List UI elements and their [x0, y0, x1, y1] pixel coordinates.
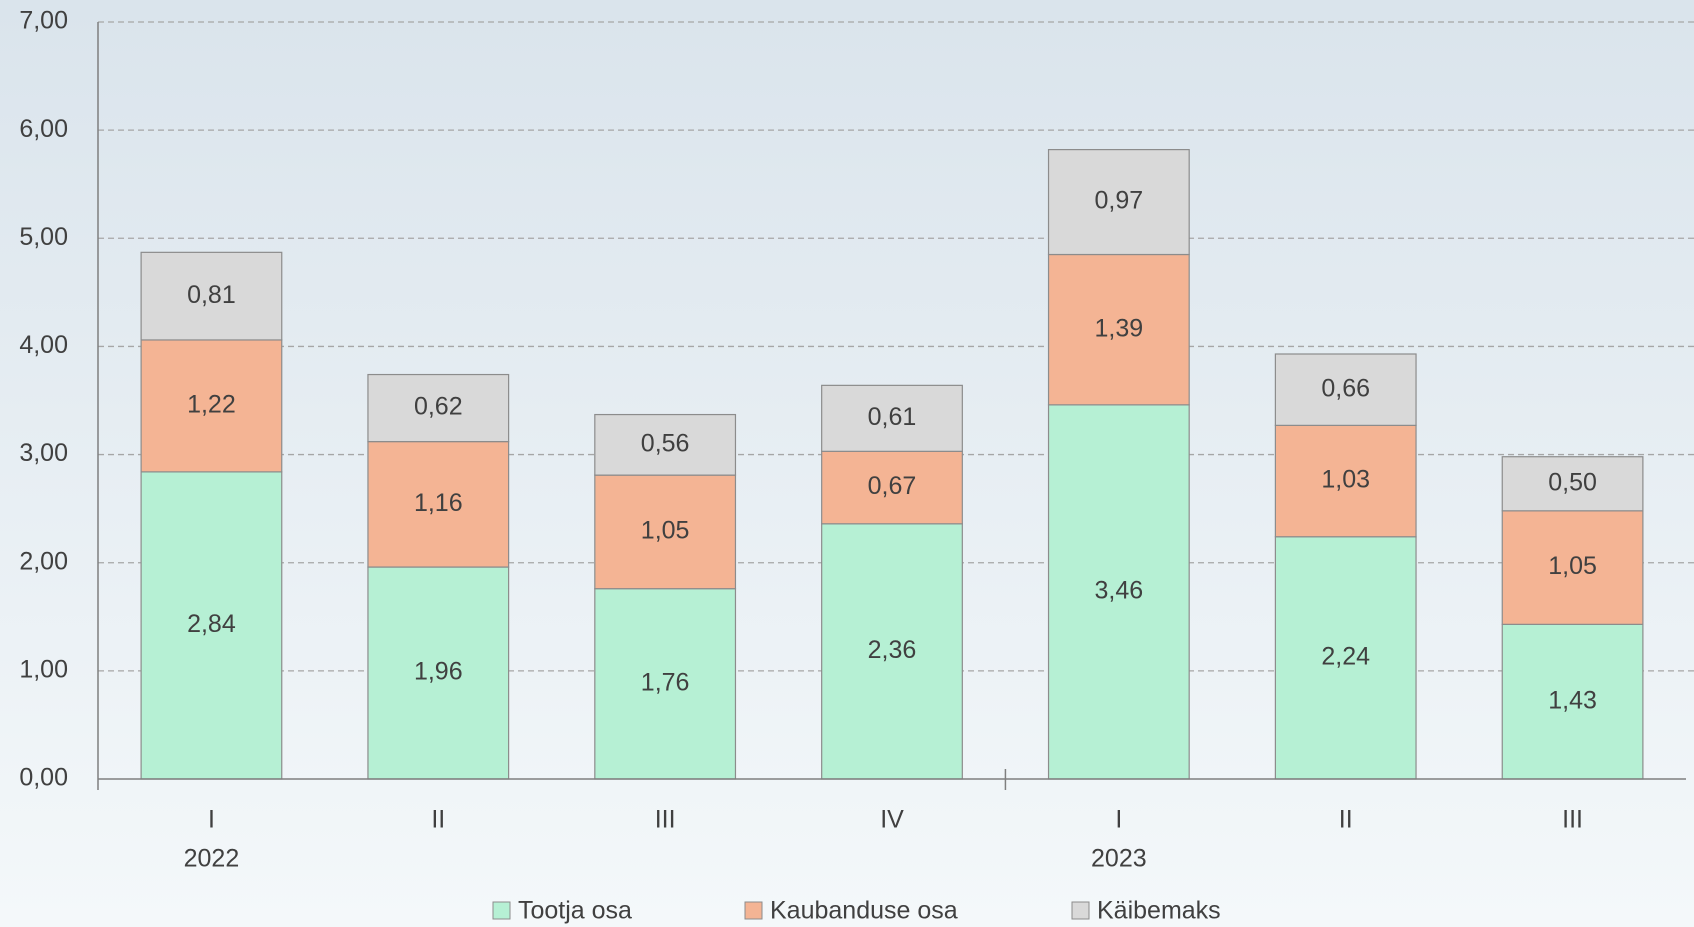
bar-segment: [1501, 456, 1644, 512]
bar-segment: [140, 251, 283, 341]
data-label: 1,96: [414, 658, 463, 686]
bar-segment: [367, 373, 510, 443]
legend-swatch: [492, 901, 511, 920]
data-label: 0,81: [187, 281, 236, 309]
data-label: 0,67: [868, 472, 917, 500]
bar-segment: [1047, 149, 1190, 256]
y-tick-label: 0,00: [19, 764, 68, 792]
data-label: 0,56: [641, 429, 690, 457]
x-tick-label: II: [431, 806, 445, 834]
x-tick-label: II: [1339, 806, 1353, 834]
data-label: 0,97: [1095, 187, 1144, 215]
bar-segment: [594, 474, 737, 590]
bar-segment: [1047, 253, 1190, 406]
bar-segment: [1047, 404, 1190, 780]
data-label: 1,05: [641, 517, 690, 545]
data-label: 1,76: [641, 668, 690, 696]
bar-segment: [140, 339, 283, 473]
bar-segment: [367, 440, 510, 568]
data-label: 0,62: [414, 393, 463, 421]
data-label: 3,46: [1095, 577, 1144, 605]
x-tick-label: IV: [880, 806, 904, 834]
x-tick-label: I: [208, 806, 215, 834]
legend-swatch: [744, 901, 763, 920]
legend-label: Kaubanduse osa: [770, 897, 958, 925]
data-label: 1,22: [187, 391, 236, 419]
x-tick-label: III: [655, 806, 676, 834]
data-label: 2,36: [868, 636, 917, 664]
bar-segment: [821, 384, 963, 452]
bar-segment: [1274, 424, 1417, 538]
data-label: 2,24: [1321, 642, 1370, 670]
y-tick-label: 5,00: [19, 223, 68, 251]
bar-segment: [1274, 536, 1417, 780]
data-label: 0,66: [1321, 374, 1370, 402]
data-label: 0,50: [1548, 468, 1597, 496]
data-label: 1,05: [1548, 552, 1597, 580]
data-label: 1,43: [1548, 686, 1597, 714]
y-tick-label: 4,00: [19, 331, 68, 359]
bar-segment: [821, 450, 963, 525]
y-tick-label: 7,00: [19, 7, 68, 35]
x-tick-label: III: [1562, 806, 1583, 834]
y-tick-label: 3,00: [19, 439, 68, 467]
data-label: 1,03: [1321, 466, 1370, 494]
year-label: 2022: [184, 845, 240, 873]
y-tick-label: 6,00: [19, 115, 68, 143]
data-label: 1,16: [414, 489, 463, 517]
bar-segment: [367, 566, 510, 780]
x-tick-label: I: [1115, 806, 1122, 834]
bar-segment: [821, 523, 963, 780]
legend-label: Käibemaks: [1097, 897, 1221, 925]
y-tick-label: 1,00: [19, 655, 68, 683]
data-label: 0,61: [868, 403, 917, 431]
legend-swatch: [1071, 901, 1090, 920]
y-tick-label: 2,00: [19, 547, 68, 575]
bar-segment: [594, 413, 737, 476]
legend-label: Tootja osa: [518, 897, 632, 925]
year-label: 2023: [1091, 845, 1147, 873]
data-label: 1,39: [1095, 314, 1144, 342]
data-label: 2,84: [187, 610, 236, 638]
bar-segment: [1501, 623, 1644, 780]
bar-segment: [1274, 353, 1417, 426]
